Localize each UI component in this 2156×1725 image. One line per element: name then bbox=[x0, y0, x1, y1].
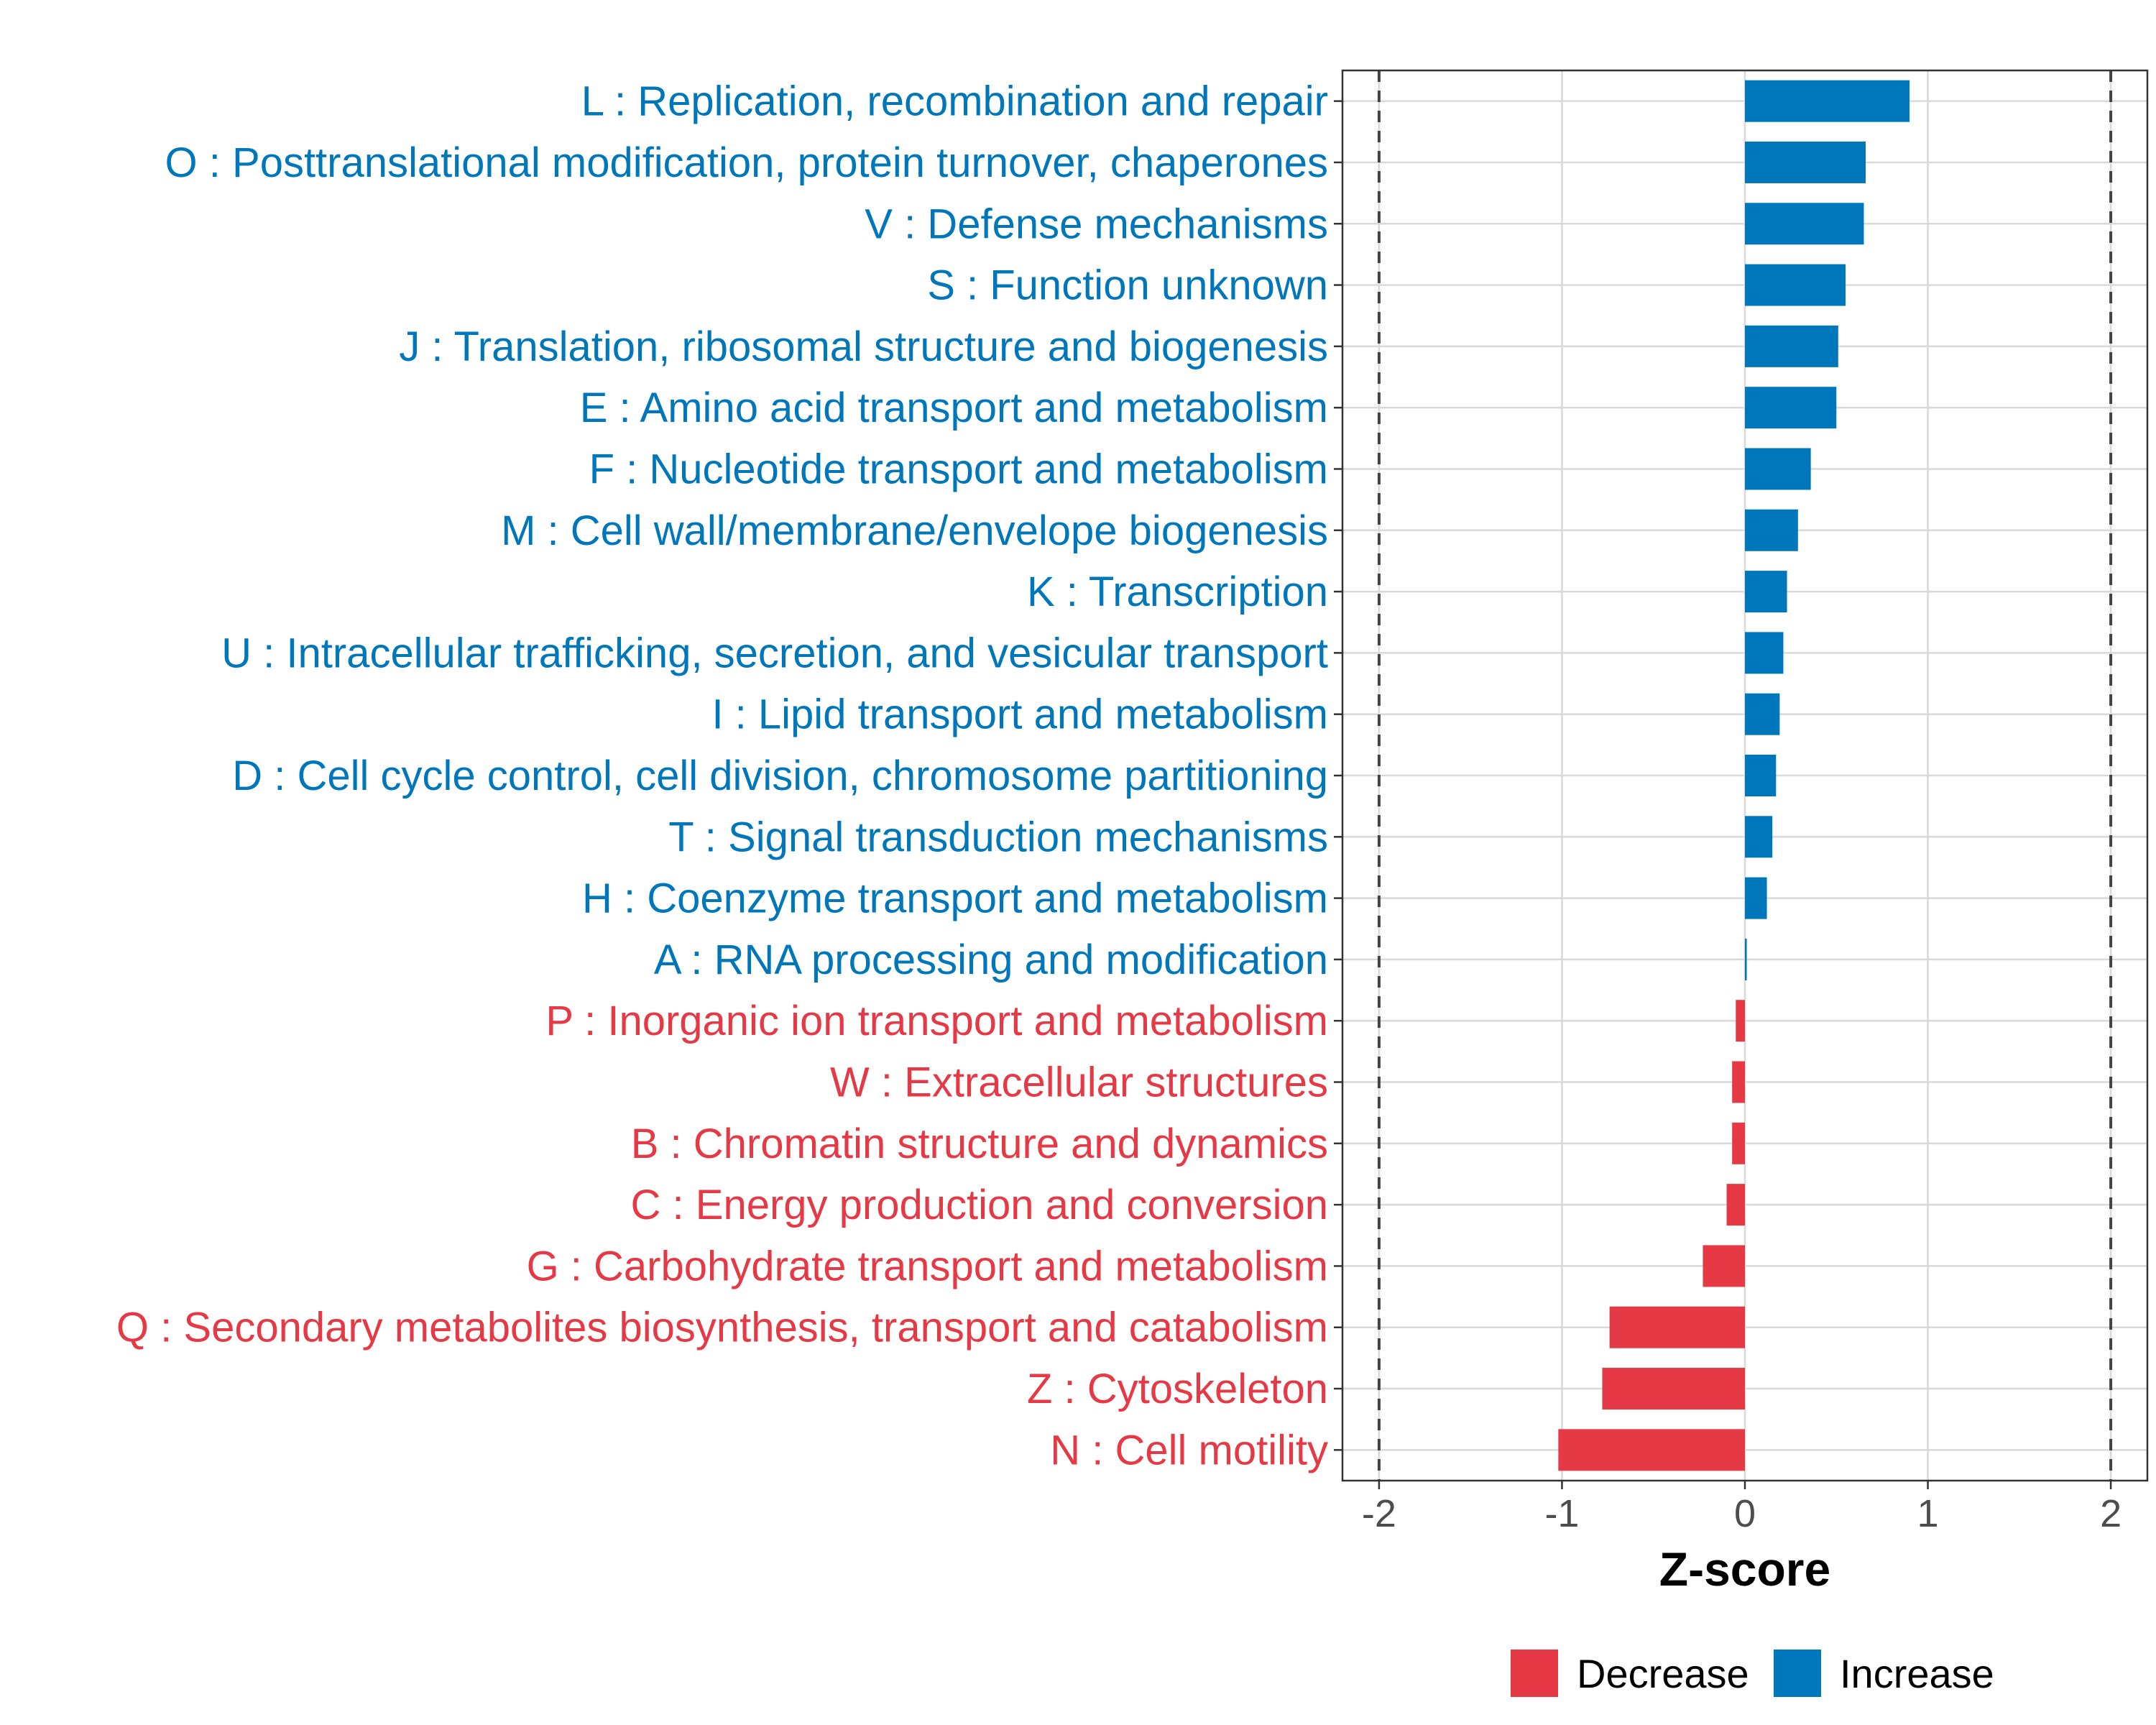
category-label: S : Function unknown bbox=[927, 262, 1328, 309]
bar bbox=[1745, 571, 1787, 613]
category-label: B : Chromatin structure and dynamics bbox=[631, 1121, 1328, 1167]
bar bbox=[1726, 1184, 1745, 1226]
bar bbox=[1736, 1000, 1745, 1042]
x-tick-label: -2 bbox=[1362, 1492, 1396, 1535]
category-label: J : Translation, ribosomal structure and… bbox=[399, 323, 1328, 370]
bar bbox=[1745, 754, 1777, 797]
x-tick-label: 0 bbox=[1734, 1492, 1756, 1535]
category-label: D : Cell cycle control, cell division, c… bbox=[232, 753, 1328, 799]
bar bbox=[1732, 1122, 1745, 1164]
bar bbox=[1609, 1306, 1745, 1348]
category-label: V : Defense mechanisms bbox=[865, 201, 1328, 247]
legend-key bbox=[1511, 1650, 1558, 1697]
bar bbox=[1745, 448, 1811, 490]
category-label: F : Nucleotide transport and metabolism bbox=[589, 446, 1328, 492]
category-label: E : Amino acid transport and metabolism bbox=[580, 385, 1328, 431]
legend-label: Increase bbox=[1840, 1651, 1994, 1696]
legend-label: Decrease bbox=[1577, 1651, 1749, 1696]
category-label: A : RNA processing and modification bbox=[654, 937, 1328, 983]
category-label: M : Cell wall/membrane/envelope biogenes… bbox=[501, 507, 1328, 554]
y-axis-ticks bbox=[1334, 100, 1342, 1451]
bar bbox=[1745, 877, 1767, 919]
category-label: Q : Secondary metabolites biosynthesis, … bbox=[116, 1305, 1328, 1351]
x-tick-label: 1 bbox=[1917, 1492, 1939, 1535]
category-label: K : Transcription bbox=[1027, 569, 1328, 615]
category-label: I : Lipid transport and metabolism bbox=[711, 691, 1328, 738]
category-label: P : Inorganic ion transport and metaboli… bbox=[545, 998, 1328, 1044]
reference-lines bbox=[1377, 70, 2113, 1481]
category-label: H : Coenzyme transport and metabolism bbox=[582, 875, 1328, 922]
bar bbox=[1745, 141, 1866, 183]
category-label: N : Cell motility bbox=[1050, 1427, 1328, 1473]
bars bbox=[1558, 80, 1910, 1471]
bar bbox=[1745, 632, 1784, 674]
category-label: W : Extracellular structures bbox=[830, 1059, 1328, 1106]
x-tick-label: 2 bbox=[2100, 1492, 2122, 1535]
category-label: G : Carbohydrate transport and metabolis… bbox=[527, 1243, 1328, 1289]
bar bbox=[1745, 203, 1864, 245]
category-label: U : Intracellular trafficking, secretion… bbox=[221, 630, 1328, 676]
category-label: Z : Cytoskeleton bbox=[1027, 1366, 1328, 1412]
category-label: O : Posttranslational modification, prot… bbox=[165, 139, 1328, 186]
bar bbox=[1745, 80, 1910, 122]
bar bbox=[1602, 1368, 1745, 1410]
bar bbox=[1703, 1245, 1745, 1287]
bar bbox=[1732, 1061, 1745, 1103]
bar bbox=[1745, 816, 1773, 858]
x-tick-label: -1 bbox=[1544, 1492, 1579, 1535]
category-label: C : Energy production and conversion bbox=[631, 1182, 1328, 1228]
bar bbox=[1745, 509, 1798, 551]
bar bbox=[1745, 264, 1846, 306]
bar bbox=[1558, 1429, 1745, 1471]
bar bbox=[1745, 938, 1747, 980]
bar bbox=[1745, 387, 1837, 429]
category-label: T : Signal transduction mechanisms bbox=[668, 814, 1328, 860]
legend: Decrease Increase bbox=[1511, 1650, 1994, 1697]
bar bbox=[1745, 325, 1838, 367]
category-labels: L : Replication, recombination and repai… bbox=[116, 78, 1328, 1474]
legend-key bbox=[1774, 1650, 1821, 1697]
category-label: L : Replication, recombination and repai… bbox=[581, 78, 1328, 125]
x-axis-title: Z-score bbox=[1659, 1542, 1830, 1596]
x-axis-ticks: -2 -1 0 1 2 bbox=[1362, 1481, 2122, 1535]
bar bbox=[1745, 693, 1780, 735]
